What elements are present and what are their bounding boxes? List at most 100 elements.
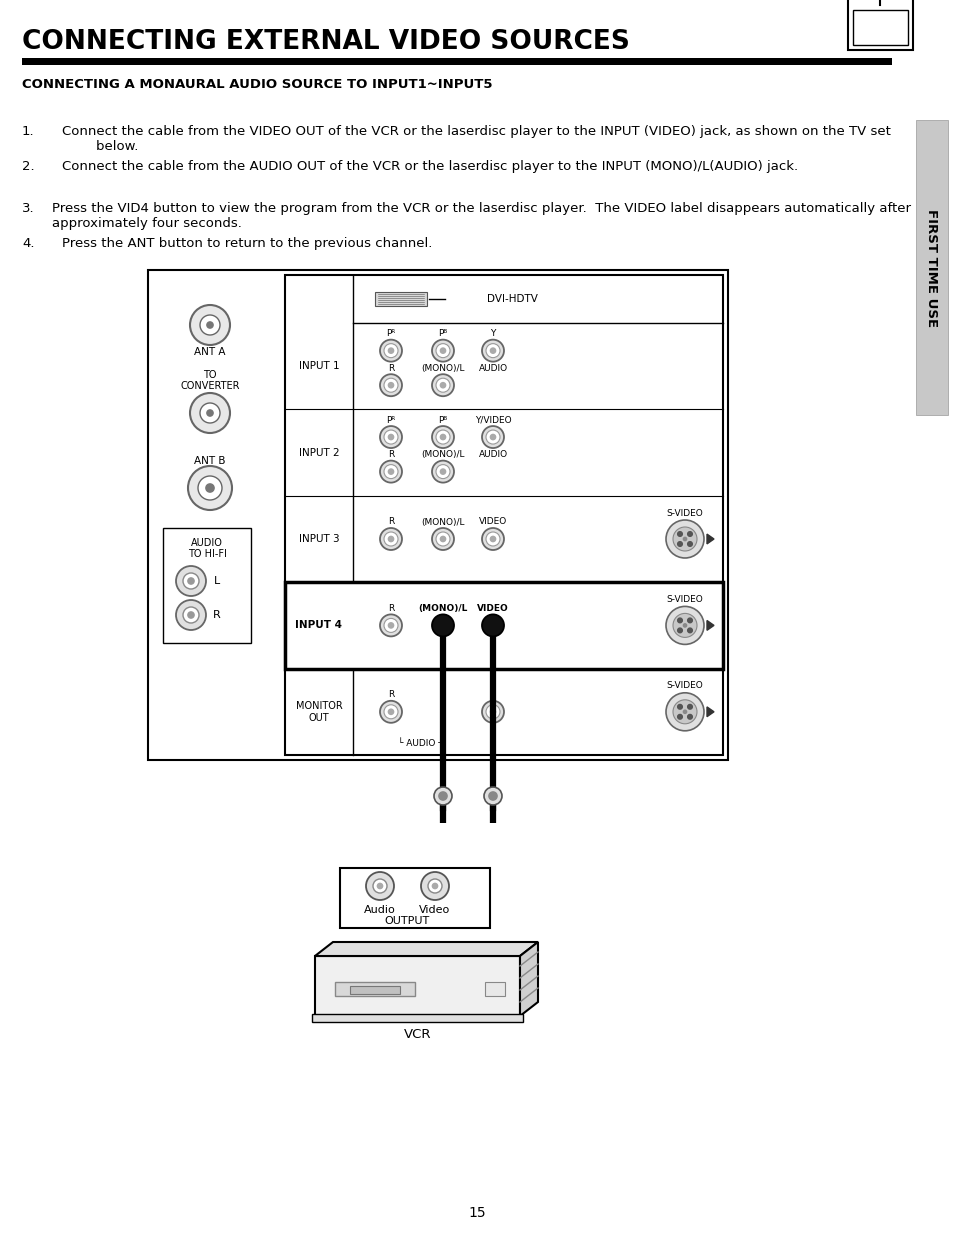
Text: 2.: 2.	[22, 161, 34, 173]
Circle shape	[672, 700, 697, 724]
Bar	[484, 982, 504, 995]
Bar	[22, 58, 891, 65]
Bar	[285, 582, 722, 668]
Circle shape	[687, 542, 692, 546]
Text: OUTPUT: OUTPUT	[384, 916, 430, 926]
Circle shape	[440, 383, 445, 388]
Circle shape	[485, 705, 499, 719]
Text: DVI-HDTV: DVI-HDTV	[486, 294, 537, 304]
Circle shape	[687, 705, 692, 709]
Text: 1.: 1.	[22, 125, 34, 138]
Circle shape	[384, 464, 397, 479]
Circle shape	[436, 532, 450, 546]
Text: Press the ANT button to return to the previous channel.: Press the ANT button to return to the pr…	[62, 237, 432, 249]
Text: Audio: Audio	[364, 905, 395, 915]
Bar	[339, 868, 490, 927]
Bar	[312, 1014, 522, 1023]
Circle shape	[481, 340, 503, 362]
Circle shape	[377, 883, 382, 888]
Circle shape	[428, 879, 441, 893]
Circle shape	[432, 614, 454, 636]
Circle shape	[175, 566, 206, 597]
Text: Pᴿ: Pᴿ	[386, 330, 395, 338]
Circle shape	[388, 435, 393, 440]
Circle shape	[200, 403, 220, 424]
Polygon shape	[519, 942, 537, 1016]
Circle shape	[432, 883, 437, 888]
Circle shape	[175, 600, 206, 630]
Circle shape	[432, 340, 454, 362]
Circle shape	[677, 705, 681, 709]
Circle shape	[665, 693, 703, 731]
Circle shape	[207, 410, 213, 416]
Text: Y: Y	[490, 330, 496, 338]
Text: INPUT 2: INPUT 2	[298, 447, 339, 458]
Circle shape	[665, 520, 703, 558]
Circle shape	[384, 378, 397, 393]
Text: INPUT 4: INPUT 4	[295, 620, 342, 630]
Circle shape	[677, 619, 681, 622]
Text: CONNECTING EXTERNAL VIDEO SOURCES: CONNECTING EXTERNAL VIDEO SOURCES	[22, 28, 629, 56]
Text: L: L	[213, 576, 220, 585]
Circle shape	[440, 435, 445, 440]
Circle shape	[682, 710, 686, 714]
Circle shape	[432, 374, 454, 396]
Circle shape	[481, 529, 503, 550]
Circle shape	[687, 629, 692, 632]
Text: AUDIO: AUDIO	[191, 538, 223, 548]
Circle shape	[489, 792, 497, 800]
Circle shape	[183, 606, 199, 622]
Polygon shape	[706, 534, 713, 543]
Bar	[375, 291, 427, 306]
Circle shape	[490, 435, 495, 440]
Text: CONNECTING A MONAURAL AUDIO SOURCE TO INPUT1~INPUT5: CONNECTING A MONAURAL AUDIO SOURCE TO IN…	[22, 79, 492, 91]
Text: ANT B: ANT B	[194, 456, 226, 466]
Circle shape	[485, 532, 499, 546]
Text: R: R	[388, 517, 394, 526]
Text: (MONO)/L: (MONO)/L	[421, 364, 464, 373]
Circle shape	[440, 469, 445, 474]
Circle shape	[687, 619, 692, 622]
Circle shape	[384, 705, 397, 719]
Circle shape	[379, 529, 401, 550]
Circle shape	[687, 532, 692, 536]
Text: TO: TO	[203, 370, 216, 380]
Circle shape	[379, 426, 401, 448]
Circle shape	[188, 466, 232, 510]
Circle shape	[206, 484, 213, 492]
Bar	[335, 982, 415, 995]
Bar	[285, 275, 722, 755]
Text: S-VIDEO: S-VIDEO	[666, 682, 702, 690]
Circle shape	[687, 715, 692, 719]
Circle shape	[481, 700, 503, 722]
Circle shape	[188, 613, 193, 618]
Circle shape	[432, 529, 454, 550]
Text: VIDEO: VIDEO	[476, 604, 508, 613]
Circle shape	[432, 461, 454, 483]
Circle shape	[440, 536, 445, 541]
Circle shape	[384, 430, 397, 445]
Text: R: R	[388, 604, 394, 613]
Circle shape	[432, 426, 454, 448]
Text: 3.: 3.	[22, 203, 34, 215]
Text: VIDEO: VIDEO	[478, 517, 507, 526]
Circle shape	[420, 872, 449, 900]
Circle shape	[388, 348, 393, 353]
Text: (MONO)/L: (MONO)/L	[421, 450, 464, 459]
Text: Press the VID4 button to view the program from the VCR or the laserdisc player. : Press the VID4 button to view the progra…	[52, 203, 910, 230]
Circle shape	[485, 430, 499, 445]
Text: INPUT 1: INPUT 1	[298, 361, 339, 372]
Circle shape	[379, 614, 401, 636]
Circle shape	[379, 700, 401, 722]
Circle shape	[379, 461, 401, 483]
Circle shape	[682, 537, 686, 541]
Circle shape	[490, 709, 495, 714]
Text: 4.: 4.	[22, 237, 34, 249]
Circle shape	[384, 343, 397, 358]
Bar	[847, 0, 912, 49]
Text: (MONO)/L: (MONO)/L	[417, 604, 467, 613]
Text: R: R	[388, 690, 394, 699]
Text: AUDIO: AUDIO	[478, 450, 507, 459]
Circle shape	[677, 532, 681, 536]
Polygon shape	[706, 706, 713, 716]
